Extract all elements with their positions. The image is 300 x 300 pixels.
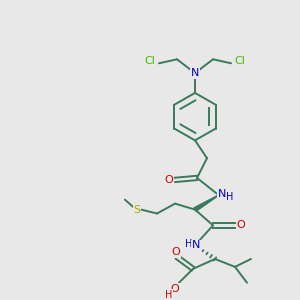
Text: N: N — [191, 68, 199, 78]
Text: O: O — [172, 247, 180, 257]
Text: S: S — [134, 205, 141, 214]
Text: O: O — [237, 220, 245, 230]
Text: N: N — [192, 240, 200, 250]
Text: Cl: Cl — [235, 56, 245, 66]
Text: H: H — [226, 192, 234, 202]
Text: O: O — [171, 284, 179, 294]
Text: H: H — [185, 239, 193, 249]
Polygon shape — [194, 194, 221, 211]
Text: Cl: Cl — [145, 56, 155, 66]
Text: O: O — [165, 175, 173, 185]
Text: H: H — [165, 290, 173, 300]
Text: N: N — [218, 189, 226, 199]
